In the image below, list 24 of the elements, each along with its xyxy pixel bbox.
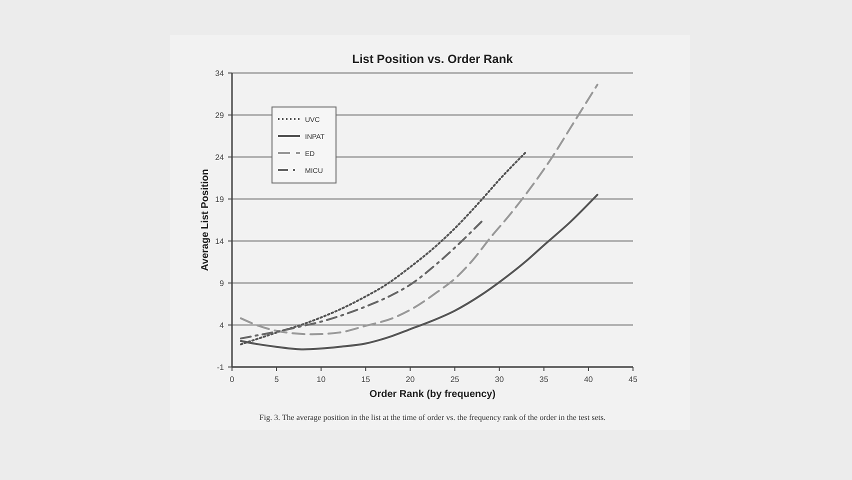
line-series <box>240 220 483 340</box>
x-tick-label: 35 <box>539 375 549 384</box>
x-tick-label: 25 <box>450 375 460 384</box>
y-tick-label: 4 <box>220 321 225 330</box>
x-tick-label: 10 <box>316 375 326 384</box>
y-tick-label: -1 <box>216 363 225 372</box>
x-tick-label: 0 <box>230 375 235 384</box>
y-tick-label: 14 <box>215 237 225 246</box>
x-axis-title: Order Rank (by frequency) <box>369 389 496 400</box>
chart-title: List Position vs. Order Rank <box>352 52 514 66</box>
line-series <box>240 84 598 336</box>
x-tick-label: 15 <box>361 375 371 384</box>
x-tick-label: 45 <box>628 375 638 384</box>
caption: Fig. 3. The average position in the list at the time of order vs. the frequency rank of the order in the test sets. <box>259 413 606 422</box>
y-tick-label: 29 <box>215 111 225 120</box>
y-tick-label: 24 <box>215 153 225 162</box>
x-tick-label: 20 <box>406 375 416 384</box>
x-tick-label: 5 <box>274 375 280 384</box>
x-tick-label: 30 <box>494 375 504 384</box>
x-tick-label: 40 <box>584 375 594 384</box>
y-tick-label: 9 <box>220 279 225 288</box>
y-tick-label: 34 <box>215 69 225 78</box>
y-axis-title: Average List Position <box>200 169 211 271</box>
y-tick-label: 19 <box>215 195 225 204</box>
